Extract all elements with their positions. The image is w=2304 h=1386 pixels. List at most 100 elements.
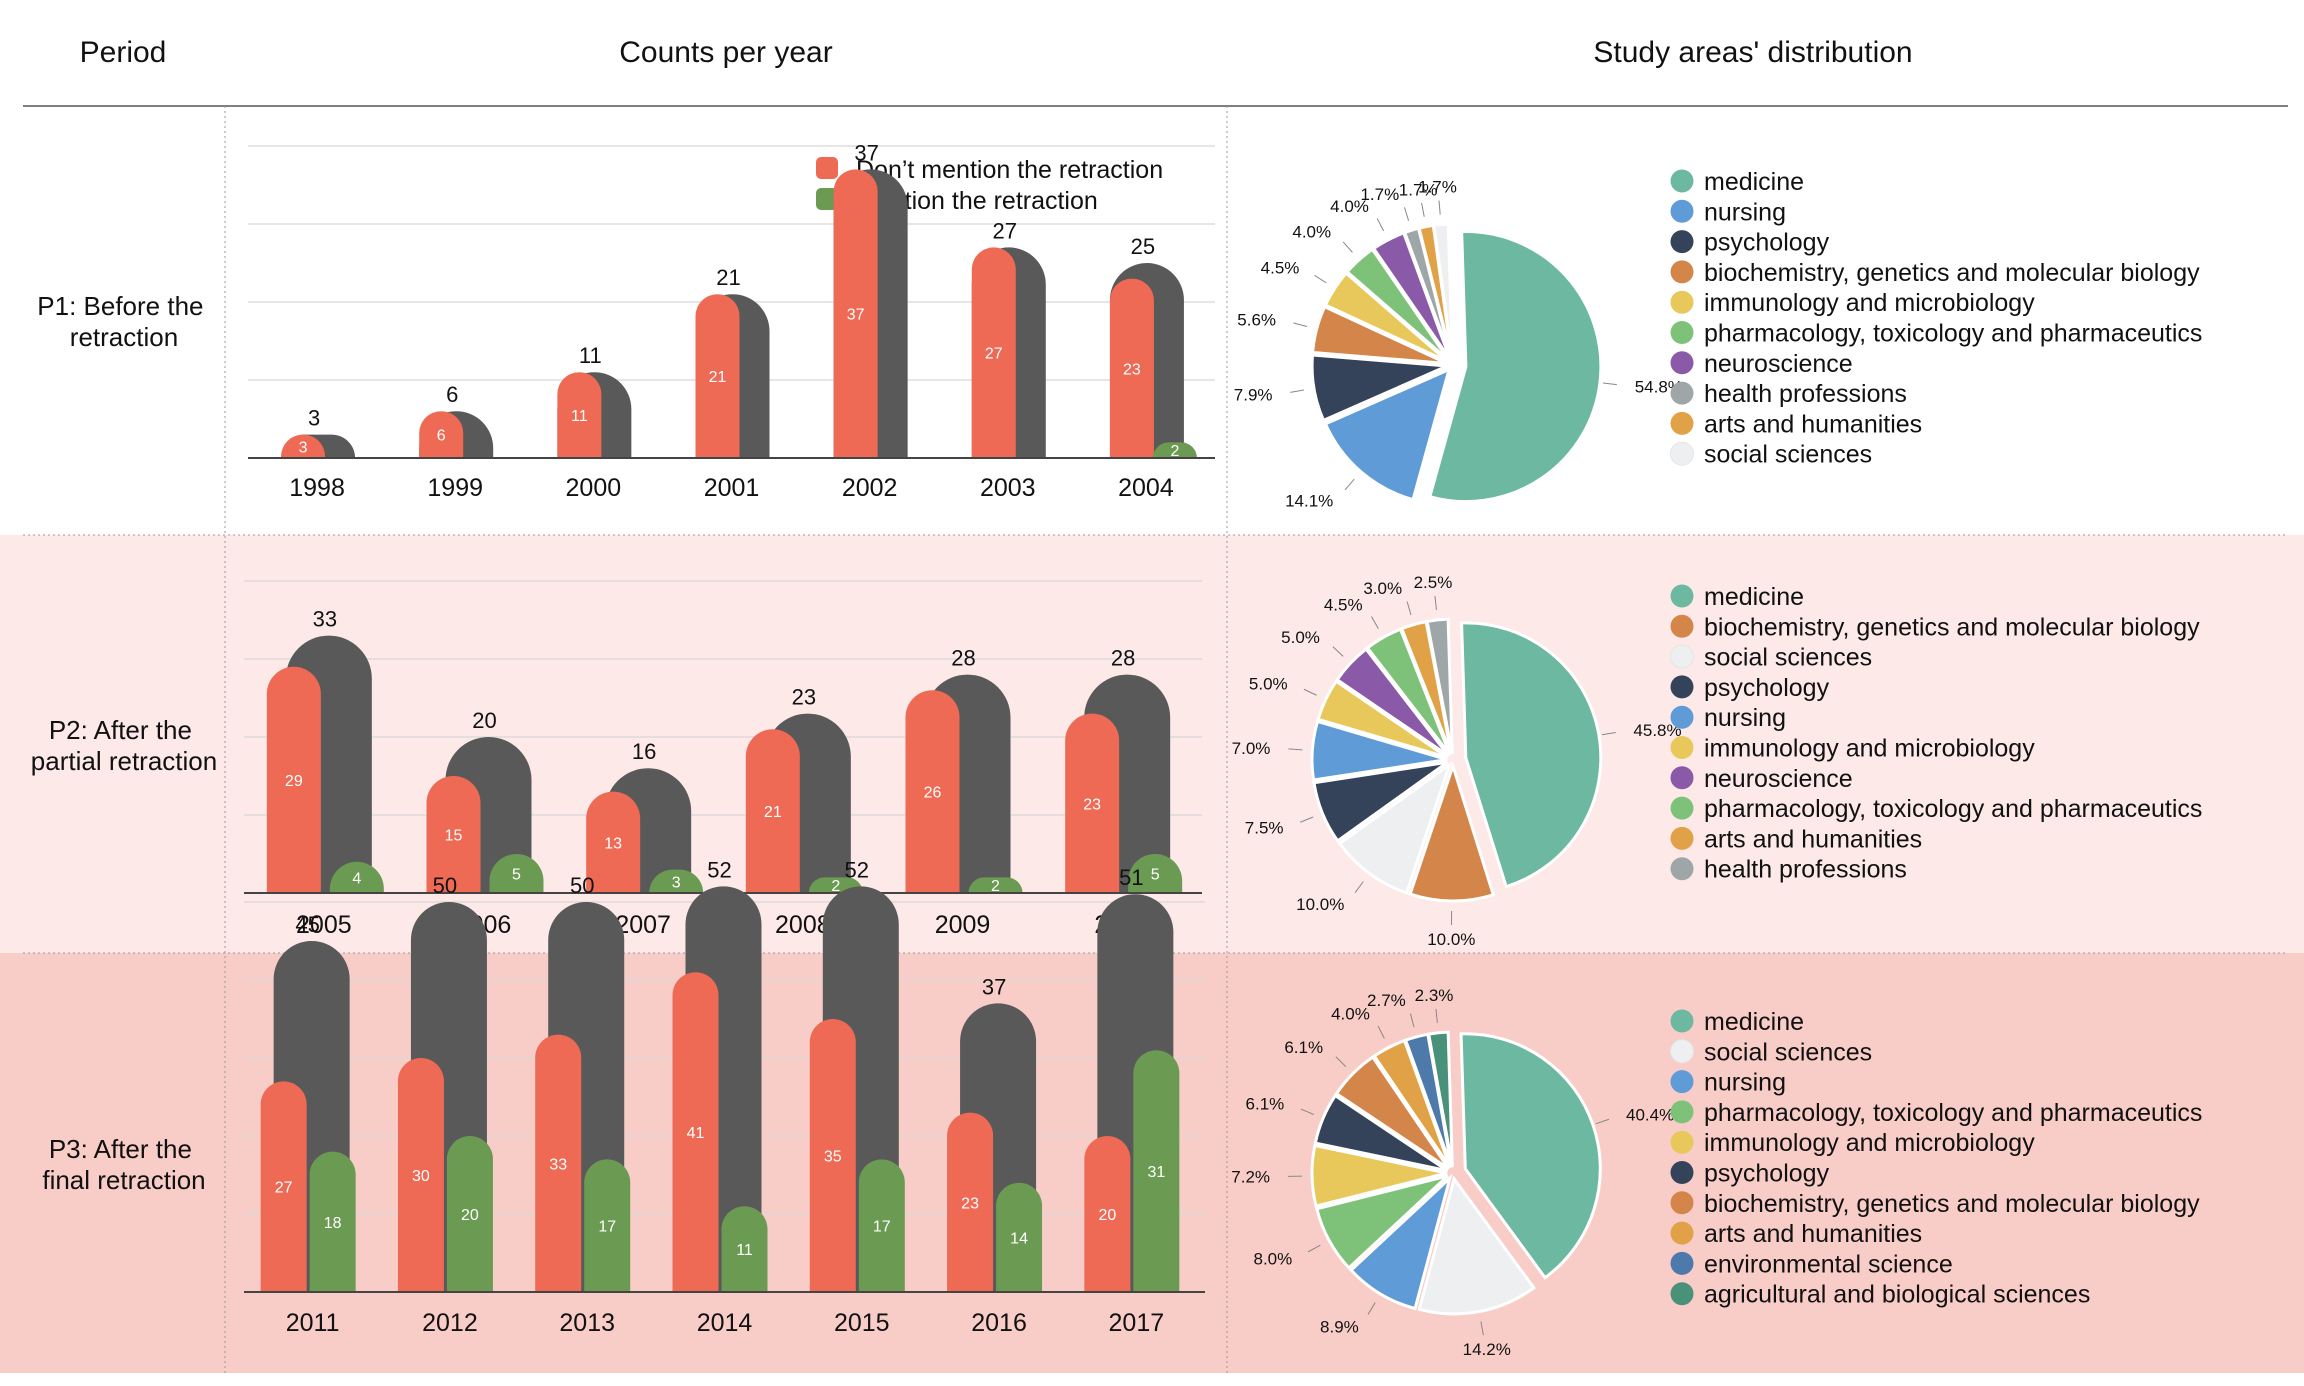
data-label-not-mention: 37: [847, 307, 865, 324]
x-tick-label: 2012: [422, 1309, 478, 1337]
pie-leader-line: [1344, 478, 1355, 491]
data-label-not-mention: 11: [571, 408, 588, 425]
legend-label: biochemistry, genetics and molecular bio…: [1704, 613, 2200, 641]
data-label-mention: 17: [873, 1219, 891, 1236]
legend-swatch: [1670, 290, 1694, 314]
legend-swatch: [1670, 1070, 1694, 1094]
legend-label: neuroscience: [1704, 350, 1853, 378]
legend-swatch: [1670, 766, 1694, 790]
data-label-not-mention: 21: [764, 804, 782, 821]
data-label-total: 28: [951, 646, 975, 671]
x-tick-label: 1999: [427, 474, 483, 502]
x-tick-label: 2014: [697, 1309, 753, 1337]
bar-not-mention: [971, 247, 1016, 458]
data-label-not-mention: 27: [275, 1180, 293, 1197]
pie-value-label: 8.9%: [1320, 1317, 1359, 1336]
legend-swatch: [1670, 351, 1694, 375]
legend-label: medicine: [1704, 1008, 1804, 1036]
data-label-mention: 2: [1170, 443, 1179, 460]
legend-swatch: [1670, 411, 1694, 435]
pie-leader-line: [1290, 389, 1305, 393]
x-tick-label: 2005: [296, 911, 352, 939]
bar-not-mention: [745, 729, 800, 893]
x-tick-label: 2016: [971, 1309, 1027, 1337]
legend-swatch: [1670, 1282, 1694, 1306]
pie-slice: [1313, 1093, 1449, 1173]
bar-mention: [858, 1159, 905, 1292]
legend-label: nursing: [1704, 1069, 1786, 1097]
pie-slice: [1335, 646, 1450, 758]
pie-value-label: 1.7%: [1360, 185, 1399, 204]
data-label-total: 20: [472, 708, 496, 733]
legend-swatch: [1670, 1039, 1694, 1064]
data-label-total: 50: [570, 873, 594, 898]
pie-slice: [1310, 719, 1448, 782]
data-label-total: 51: [1119, 865, 1143, 890]
legend-swatch: [1670, 1009, 1694, 1033]
pie-leader-line: [1377, 1025, 1385, 1039]
bar-mention: [329, 861, 384, 893]
legend-label: social sciences: [1704, 644, 1872, 672]
pie-value-label: 2.5%: [1414, 573, 1453, 592]
bar-chart-p3: 2718452011302050201233175020134111522014…: [244, 857, 1205, 1337]
pie-leader-line: [1435, 1008, 1438, 1023]
bar-not-mention: [947, 1112, 994, 1292]
bar-not-mention: [586, 791, 641, 893]
bar-not-mention: [1084, 1136, 1131, 1292]
pie-slice: [1314, 1174, 1449, 1271]
pie-slice: [1459, 1032, 1602, 1280]
legend-swatch: [1670, 1191, 1694, 1215]
legend-swatch-mention: [816, 188, 838, 210]
legend-label: arts and humanities: [1704, 410, 1922, 438]
data-label-total: 21: [716, 265, 740, 290]
period-label-p1: P1: Before the retraction: [37, 291, 210, 352]
pie-value-label: 14.2%: [1463, 1340, 1511, 1359]
legend-swatch: [1670, 705, 1694, 729]
pie-value-label: 10.0%: [1296, 895, 1344, 914]
data-label-not-mention: 23: [1123, 361, 1141, 378]
pie-leader-line: [1332, 646, 1344, 657]
pie-leader-line: [1314, 274, 1327, 284]
legend-label: health professions: [1704, 856, 1907, 884]
data-label-mention: 20: [461, 1207, 479, 1224]
pie-value-label: 2.3%: [1415, 986, 1454, 1005]
pie-chart-p2: 45.8%10.0%10.0%7.5%7.0%5.0%5.0%4.5%3.0% 2…: [1232, 573, 2203, 949]
legend-label: nursing: [1704, 704, 1786, 732]
pie-leader-line: [1601, 731, 1616, 736]
legend-label: social sciences: [1704, 441, 1872, 469]
data-label-total: 16: [632, 739, 656, 764]
pie-value-label: 45.8%: [1633, 721, 1681, 740]
bar-mention: [489, 854, 544, 893]
x-tick-label: 2000: [566, 474, 622, 502]
data-label-total: 27: [993, 218, 1017, 243]
data-label-total: 45: [295, 912, 319, 937]
data-label-not-mention: 3: [299, 439, 308, 456]
bar-not-mention: [419, 411, 464, 458]
pie-leader-line: [1293, 322, 1308, 328]
data-label-total: 28: [1111, 646, 1135, 671]
pie-leader-line: [1421, 202, 1425, 217]
data-label-mention: 31: [1147, 1164, 1165, 1181]
pie-leader-line: [1409, 1013, 1415, 1028]
legend-label: medicine: [1704, 583, 1804, 611]
legend-swatch: [1670, 1251, 1694, 1275]
bar-not-mention: [557, 372, 602, 458]
pie-slice: [1334, 1055, 1450, 1171]
bar-not-mention: [1065, 713, 1120, 893]
legend-swatch: [1670, 1221, 1694, 1245]
pie-chart-p3: 40.4% 14.2% 8.9% 8.0% 7.2% 6.1% 6.1% 4.0%2.7% 2.…: [1231, 986, 2202, 1359]
pie-value-label: 4.5%: [1261, 259, 1300, 278]
legend-label: nursing: [1704, 198, 1786, 226]
legend-swatch: [1670, 1100, 1694, 1124]
bar-not-mention: [905, 690, 960, 893]
legend-swatch: [1670, 1130, 1694, 1154]
x-tick-label: 2008: [775, 911, 831, 939]
bar-mention: [1152, 442, 1197, 458]
data-label-mention: 11: [736, 1242, 753, 1259]
pie-leader-line: [1376, 218, 1385, 232]
data-label-not-mention: 23: [961, 1195, 979, 1212]
data-label-mention: 5: [512, 867, 521, 884]
data-label-not-mention: 33: [549, 1156, 567, 1173]
legend-swatch-not-mention: [816, 157, 838, 179]
legend-swatch: [1670, 230, 1694, 254]
